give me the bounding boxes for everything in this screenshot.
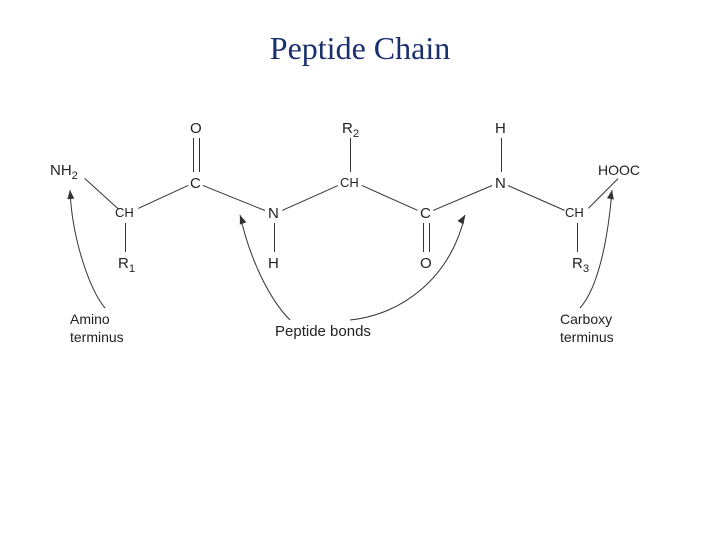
- page-title: Peptide Chain: [0, 30, 720, 67]
- label-peptide-bonds: Peptide bonds: [275, 322, 371, 342]
- atom-c1: C: [190, 175, 201, 192]
- arrowhead-carboxy-arrow: [607, 190, 614, 199]
- atom-r2: R2: [342, 120, 359, 140]
- atom-c2: C: [420, 205, 431, 222]
- atom-h1: H: [268, 255, 279, 272]
- atom-n2: N: [495, 175, 506, 192]
- atom-r1: R1: [118, 255, 135, 275]
- arrow-carboxy-arrow: [580, 190, 612, 308]
- bond-c2-o2-a: [423, 223, 424, 252]
- title-text: Peptide Chain: [270, 30, 450, 66]
- arrow-amino-arrow: [70, 190, 105, 308]
- label-carboxy-term: Carboxyterminus: [560, 310, 614, 346]
- bond-c1-o1-a: [193, 138, 194, 172]
- arrow-pbond2-arrow: [350, 215, 465, 320]
- atom-r3: R3: [572, 255, 589, 275]
- bond-c1-o1-b: [199, 138, 200, 172]
- bond-c2-o2-b: [429, 223, 430, 252]
- bond-n2-h2: [501, 138, 502, 172]
- atom-o1: O: [190, 120, 202, 137]
- bond-n1-h1: [274, 223, 275, 252]
- arrowhead-pbond1-arrow: [240, 215, 247, 225]
- peptide-diagram: NH2OCCHR1NHR2CHCOHNCHHOOCR3Aminoterminus…: [50, 110, 670, 390]
- atom-ch3: CH: [565, 205, 584, 220]
- label-amino-term: Aminoterminus: [70, 310, 124, 346]
- atom-hooc: HOOC: [598, 162, 640, 178]
- bond-ch2-r2: [350, 138, 351, 172]
- atom-nh2: NH2: [50, 162, 78, 182]
- atom-o2: O: [420, 255, 432, 272]
- atom-h2: H: [495, 120, 506, 137]
- atom-ch2: CH: [340, 175, 359, 190]
- arrow-pbond1-arrow: [240, 215, 290, 320]
- bond-ch3-r3: [577, 223, 578, 252]
- arrowhead-amino-arrow: [67, 190, 74, 199]
- arrowhead-pbond2-arrow: [457, 215, 465, 225]
- bond-ch1-r1: [125, 223, 126, 252]
- atom-n1: N: [268, 205, 279, 222]
